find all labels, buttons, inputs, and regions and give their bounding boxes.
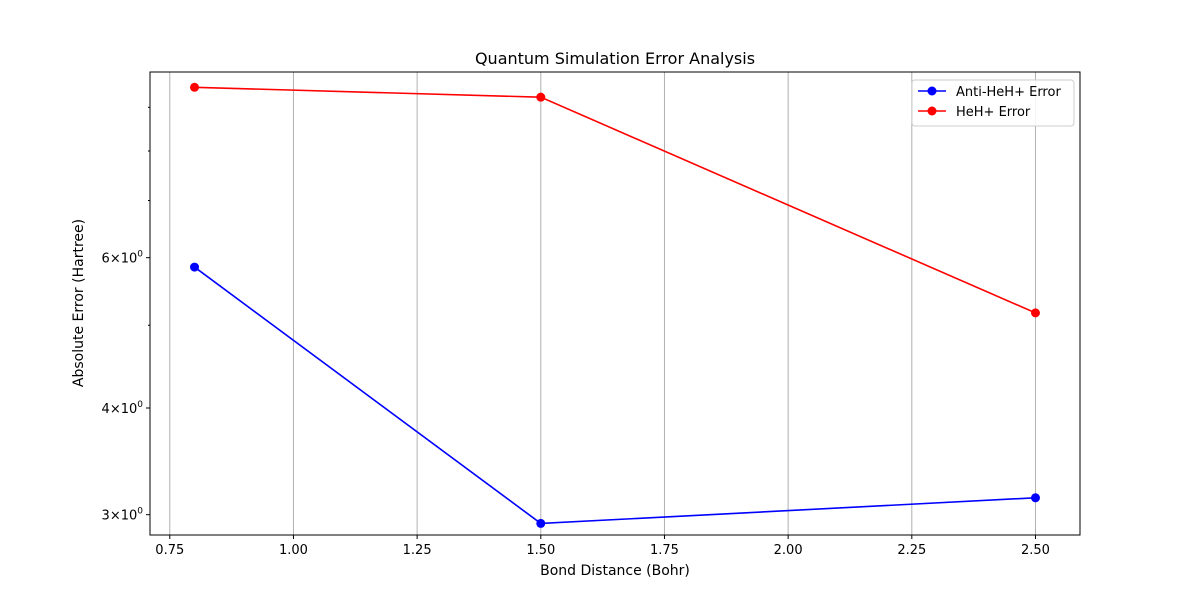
y-tick-label: 3×100 (102, 507, 144, 524)
x-tick-label: 1.50 (526, 543, 555, 558)
grid-layer (169, 72, 1036, 535)
x-axis: 0.75 1.00 1.25 1.50 1.75 2.00 2.25 2.50 (155, 535, 1050, 558)
plot-frame (149, 71, 1081, 536)
data-point (190, 262, 200, 272)
x-tick-label: 1.25 (403, 543, 432, 558)
series-layer (190, 82, 1040, 528)
data-point (536, 92, 546, 102)
x-tick-label: 2.50 (1021, 543, 1050, 558)
x-tick-label: 2.00 (774, 543, 803, 558)
y-axis: 3×100 4×100 6×100 (102, 106, 150, 524)
legend-box (911, 79, 1075, 127)
x-tick-label: 0.75 (155, 543, 184, 558)
legend-marker (927, 106, 937, 116)
data-point (1030, 493, 1040, 503)
data-point (536, 518, 546, 528)
legend[interactable]: Anti-HeH+ Error HeH+ Error (911, 79, 1075, 127)
chart-title: Quantum Simulation Error Analysis (475, 49, 755, 68)
legend-label: HeH+ Error (956, 105, 1031, 120)
series-line (194, 266, 1036, 525)
legend-item[interactable]: HeH+ Error (918, 105, 1031, 120)
series-0 (190, 262, 1040, 528)
legend-label: Anti-HeH+ Error (956, 85, 1061, 100)
data-point (190, 82, 200, 92)
x-tick-label: 1.00 (279, 543, 308, 558)
legend-item[interactable]: Anti-HeH+ Error (918, 85, 1061, 100)
x-tick-label: 2.25 (897, 543, 926, 558)
y-tick-label: 4×100 (102, 400, 144, 417)
y-axis-label: Absolute Error (Hartree) (71, 219, 87, 387)
y-tick-label: 6×100 (102, 250, 144, 267)
series-line (194, 86, 1036, 314)
legend-marker (927, 86, 937, 96)
data-point (1030, 308, 1040, 318)
series-1 (190, 82, 1040, 318)
x-tick-label: 1.75 (650, 543, 679, 558)
x-axis-label: Bond Distance (Bohr) (540, 563, 690, 579)
